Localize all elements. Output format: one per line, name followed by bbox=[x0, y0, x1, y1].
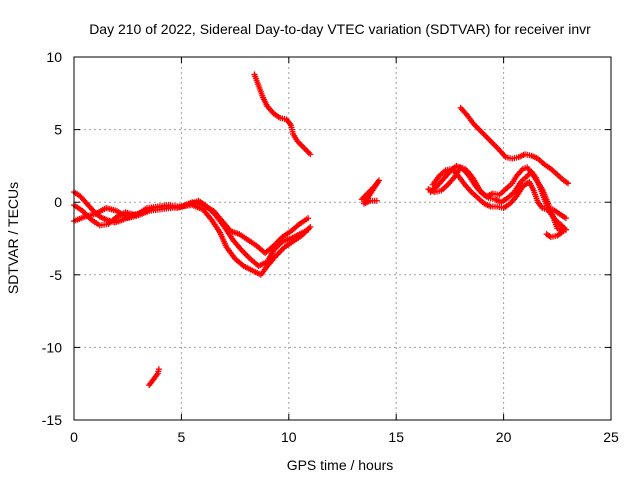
x-tick-label: 15 bbox=[388, 429, 404, 445]
y-tick-label: 5 bbox=[54, 122, 62, 138]
data-series-arc-8 bbox=[429, 165, 569, 222]
y-tick-label: 10 bbox=[46, 49, 62, 65]
data-series-arc-3 bbox=[71, 199, 312, 257]
data-series-arc-5 bbox=[146, 366, 162, 389]
x-tick-label: 10 bbox=[281, 429, 297, 445]
y-tick-label: -15 bbox=[42, 412, 62, 428]
x-tick-label: 5 bbox=[178, 429, 186, 445]
y-tick-label: 0 bbox=[54, 194, 62, 210]
data-series-arc-11 bbox=[457, 104, 572, 187]
data-series-arc-6 bbox=[358, 177, 383, 207]
y-tick-label: -10 bbox=[42, 339, 62, 355]
x-tick-label: 0 bbox=[70, 429, 78, 445]
x-axis-label: GPS time / hours bbox=[287, 457, 394, 473]
data-layer bbox=[71, 71, 572, 389]
x-tick-label: 25 bbox=[603, 429, 619, 445]
chart-title: Day 210 of 2022, Sidereal Day-to-day VTE… bbox=[89, 21, 591, 37]
data-series-arc-10 bbox=[543, 225, 567, 241]
y-axis-label: SDTVAR / TECUs bbox=[5, 182, 21, 294]
y-tick-label: -5 bbox=[50, 267, 63, 283]
plot-frame bbox=[73, 56, 612, 421]
axes: 0 5 10 15 20 25 -15 -10 -5 0 5 10 bbox=[42, 49, 619, 445]
data-series-arc-4 bbox=[251, 71, 314, 158]
data-series-arc-9 bbox=[425, 164, 569, 235]
x-tick-label: 20 bbox=[496, 429, 512, 445]
grid bbox=[74, 57, 611, 420]
